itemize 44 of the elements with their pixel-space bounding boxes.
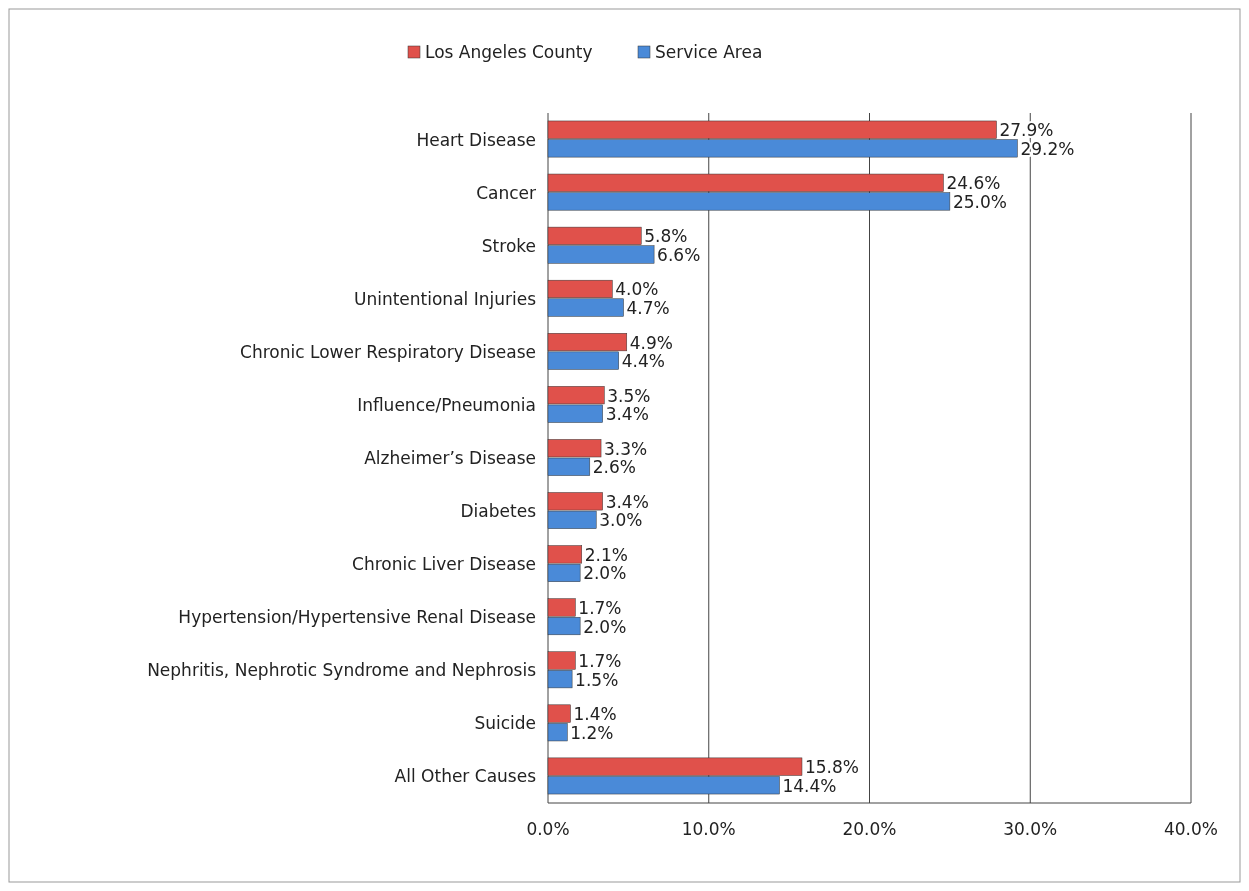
x-tick-label: 10.0% [681,819,736,839]
x-tick-label: 0.0% [526,819,570,839]
data-label: 4.9% [629,332,673,353]
y-tick-label: Stroke [481,235,536,256]
y-tick-label: All Other Causes [394,766,537,787]
x-tick-label: 30.0% [1003,819,1058,839]
y-tick-label: Influence/Pneumonia [357,394,536,415]
data-label: 3.4% [605,491,649,512]
y-tick-label: Alzheimer’s Disease [364,448,536,468]
data-label: 3.4% [605,404,649,425]
data-label: 1.5% [575,669,619,690]
data-label: 24.6% [946,173,1001,194]
y-tick-label: Hypertension/Hypertensive Renal Disease [178,607,536,628]
data-label: 2.6% [592,457,636,478]
y-tick-label: Suicide [474,713,536,734]
y-tick-label: Cancer [476,182,537,203]
data-label: 5.8% [644,226,688,247]
legend-label: Service Area [655,42,763,62]
data-label: 1.2% [570,722,614,743]
y-tick-label: Nephritis, Nephrotic Syndrome and Nephrosis [147,660,537,681]
y-tick-label: Chronic Liver Disease [352,554,536,575]
data-label: 1.7% [578,651,622,672]
data-label: 1.7% [578,597,622,618]
data-label: 2.1% [584,544,628,565]
data-label: 14.4% [782,775,837,796]
data-label: 4.7% [626,298,670,319]
legend-label: Los Angeles County [425,42,593,62]
data-label: 2.0% [583,563,627,584]
y-tick-label: Diabetes [460,501,537,522]
data-label: 3.5% [607,385,651,406]
x-tick-label: 20.0% [842,819,897,839]
y-tick-label: Chronic Lower Respiratory Disease [240,341,536,362]
data-label: 2.0% [583,616,627,637]
x-tick-label: 40.0% [1163,819,1219,839]
data-label: 3.0% [599,510,643,531]
data-label: 25.0% [952,191,1007,212]
data-label: 4.0% [615,279,659,300]
data-label: 15.8% [804,757,859,778]
data-label: 4.4% [621,351,665,372]
data-label: 3.3% [604,438,648,459]
y-tick-label: Heart Disease [416,129,536,150]
data-label: 1.4% [573,704,617,725]
y-tick-label: Unintentional Injuries [353,288,537,309]
data-label: 6.6% [657,244,701,265]
